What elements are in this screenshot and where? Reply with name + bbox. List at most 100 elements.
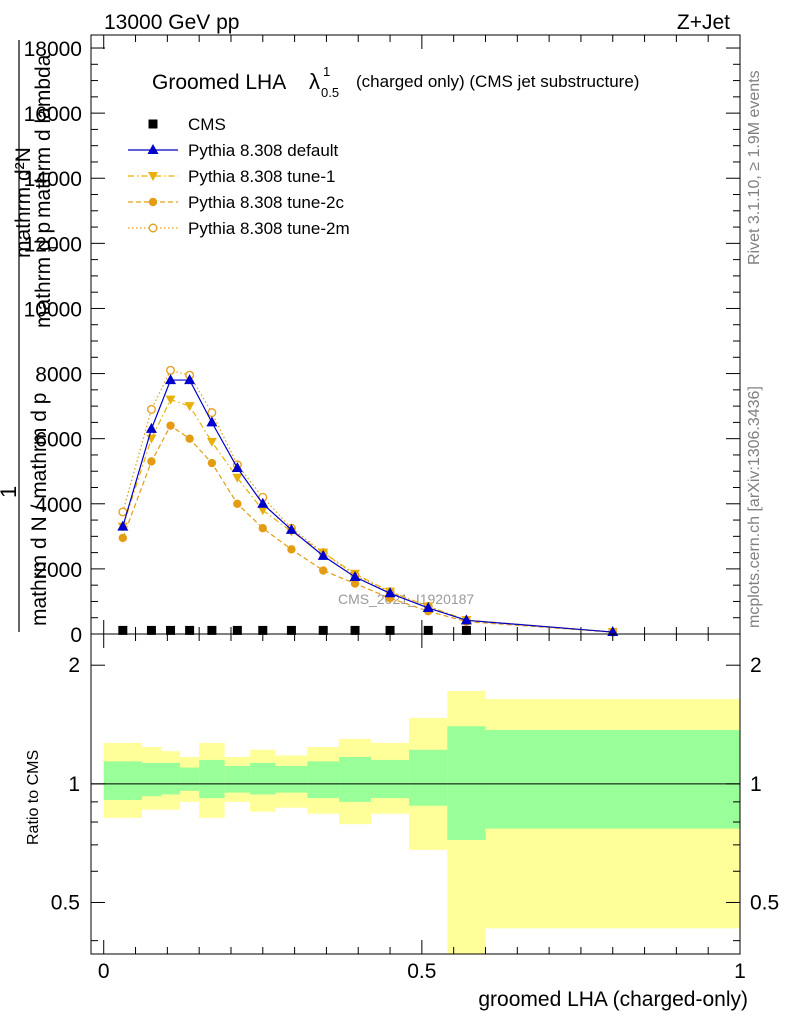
main-plot-title: Groomed LHA λ 1 0.5 (charged only) (CMS …	[152, 64, 639, 100]
main-y-tick-label: 4000	[35, 494, 82, 517]
data-point	[461, 625, 471, 635]
data-point	[145, 422, 157, 433]
main-y-tick-label: 8000	[35, 364, 82, 387]
legend-label: Pythia 8.308 tune-1	[188, 167, 335, 186]
legend-marker	[148, 223, 158, 233]
main-y-tick-label: 16000	[24, 103, 82, 126]
title-lambda: λ	[309, 69, 320, 94]
ratio-y-tick-label: 2	[68, 654, 80, 677]
ratio-plot-frame	[90, 633, 741, 955]
data-point	[165, 395, 176, 405]
legend-marker	[148, 119, 158, 129]
data-point	[460, 614, 472, 625]
ratio-x-tick-label: 0.5	[407, 960, 436, 983]
main-y-tick-label: 18000	[24, 38, 82, 61]
title-main: Groomed LHA	[152, 71, 286, 94]
data-point	[319, 566, 328, 575]
data-point	[184, 402, 195, 412]
ratio-band-inner	[103, 761, 142, 800]
data-point	[166, 421, 175, 430]
main-y-tick-label: 12000	[24, 233, 82, 256]
legend-entry: Pythia 8.308 tune-2m	[128, 219, 350, 238]
data-point	[423, 625, 433, 635]
data-point	[422, 601, 434, 612]
data-point	[231, 461, 243, 472]
data-point	[185, 434, 194, 443]
ratio-y-tick-label-right: 1	[750, 773, 762, 796]
data-point	[166, 625, 176, 635]
main-y-axis-label: mathrm d²N mathrm d p mathrm d lambda 1 …	[0, 40, 61, 632]
data-point	[286, 625, 296, 635]
legend-marker	[148, 197, 158, 207]
data-point	[258, 523, 267, 533]
ylabel-bottom-sub: T	[45, 243, 61, 252]
main-y-tick-label: 10000	[24, 298, 82, 321]
title-rest: (charged only) (CMS jet substructure)	[356, 72, 639, 91]
ratio-band-inner	[180, 767, 200, 791]
data-point	[146, 625, 156, 635]
data-point	[147, 457, 156, 466]
ratio-band-inner	[224, 765, 251, 793]
ratio-band-inner	[447, 726, 486, 841]
ratio-band-inner	[199, 759, 225, 799]
legend-entry: Pythia 8.308 tune-1	[128, 167, 335, 186]
ratio-band-inner	[485, 729, 740, 829]
data-point	[258, 625, 268, 635]
ylabel-top: mathrm d²N	[12, 147, 35, 258]
legend-label: CMS	[188, 115, 226, 134]
legend-entry: Pythia 8.308 tune-2c	[128, 193, 344, 212]
ratio-band-inner	[275, 765, 308, 793]
series-line	[122, 424, 613, 633]
legend: CMS Pythia 8.308 default Pythia 8.308 tune…	[128, 115, 350, 238]
data-point	[317, 549, 329, 560]
mcplots-label: mcplots.cern.ch [arXiv:1306.3436]	[746, 386, 763, 628]
legend-marker	[148, 172, 158, 181]
ratio-band-inner	[339, 756, 371, 802]
series-line	[122, 398, 613, 633]
main-y-tick-label: 2000	[35, 559, 82, 582]
data-point	[165, 374, 177, 385]
ratio-y-tick-label: 0.5	[51, 891, 80, 914]
data-point	[146, 404, 156, 414]
data-point	[349, 571, 361, 582]
data-point	[118, 625, 128, 635]
ratio-band-inner	[409, 749, 448, 806]
main-y-axis: 0 2000 4000 6000 8000 10000 12000 14000 16000 180…	[24, 38, 740, 647]
data-point	[118, 533, 128, 543]
data-point	[207, 458, 217, 468]
ratio-band-inner	[141, 762, 161, 797]
ylabel-top2b: mathrm d lambda	[32, 54, 55, 218]
data-point	[257, 506, 268, 516]
title-sup: 1	[323, 64, 330, 79]
main-y-tick-label: 14000	[24, 168, 82, 191]
data-point	[232, 473, 243, 483]
data-point	[206, 437, 217, 447]
ylabel-one: 1	[0, 486, 21, 498]
ratio-y-tick-label-right: 2	[750, 654, 762, 677]
ratio-y-axis: 0.5 0.5 1 1 2 2	[51, 654, 779, 942]
data-point	[232, 625, 242, 635]
legend-entry: Pythia 8.308 default	[128, 141, 339, 160]
x-axis-label: groomed LHA (charged-only)	[478, 988, 748, 1011]
ratio-band-inner	[160, 762, 181, 795]
data-point	[207, 625, 217, 635]
data-point	[117, 520, 129, 531]
ratio-y-tick-label: 1	[68, 773, 80, 796]
data-point	[233, 499, 242, 508]
legend-marker	[147, 144, 159, 154]
series-layer	[117, 365, 619, 638]
data-point	[318, 625, 328, 635]
series-0	[118, 625, 471, 635]
data-point	[166, 365, 175, 375]
ratio-y-tick-label-right: 0.5	[750, 891, 779, 914]
ratio-y-label: Ratio to CMS	[25, 750, 42, 845]
ratio-x-tick-label: 0	[98, 960, 110, 983]
data-point	[287, 545, 296, 554]
main-y-tick-label: 6000	[35, 429, 82, 452]
ratio-x-axis: 0 0.5 1	[98, 634, 746, 983]
data-point	[206, 416, 218, 427]
ratio-x-tick-label: 1	[734, 960, 746, 983]
ratio-bands	[103, 691, 740, 954]
data-point	[184, 374, 196, 385]
